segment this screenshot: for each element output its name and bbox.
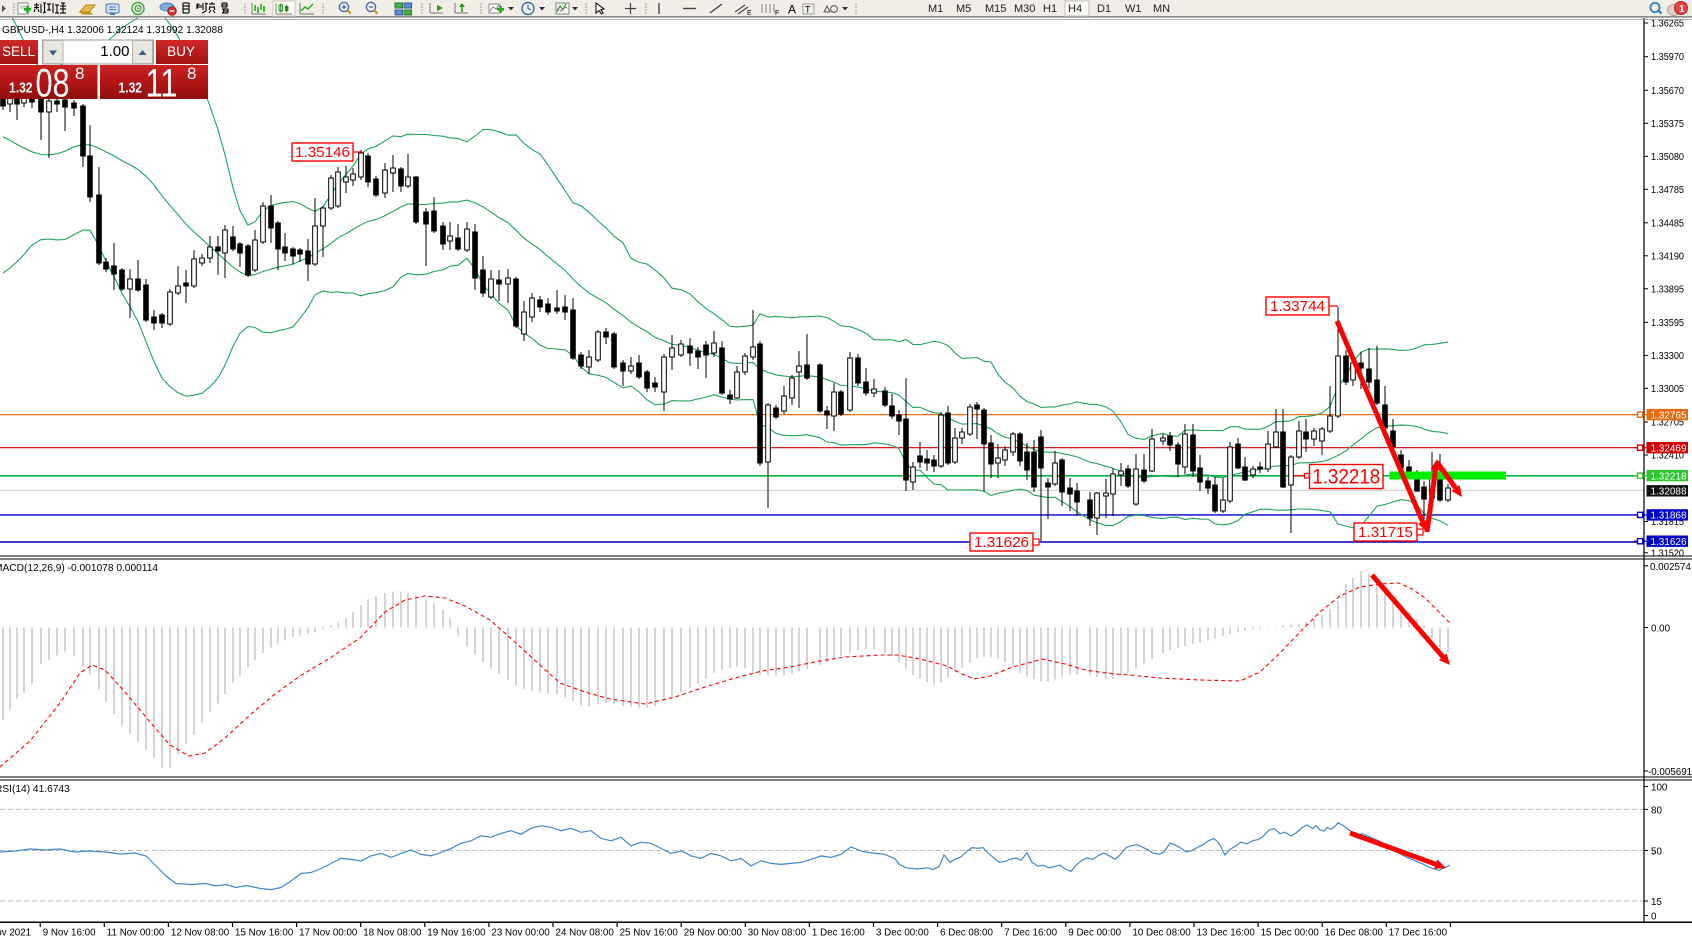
svg-text:8: 8 <box>187 64 196 83</box>
svg-text:1.32218: 1.32218 <box>1312 466 1380 489</box>
svg-text:30 Nov 08:00: 30 Nov 08:00 <box>748 928 807 939</box>
svg-text:11 Nov 00:00: 11 Nov 00:00 <box>107 928 165 939</box>
svg-text:17 Nov 00:00: 17 Nov 00:00 <box>299 928 358 939</box>
svg-text:12 Nov 08:00: 12 Nov 08:00 <box>171 928 230 939</box>
svg-text:18 Nov 08:00: 18 Nov 08:00 <box>363 928 422 939</box>
svg-text:17 Dec 16:00: 17 Dec 16:00 <box>1389 928 1448 939</box>
svg-text:80: 80 <box>1651 806 1662 817</box>
svg-text:GBPUSD-,H4 1.32006 1.32124 1.: GBPUSD-,H4 1.32006 1.32124 1.31992 1.320… <box>2 25 223 36</box>
svg-text:1.31626: 1.31626 <box>974 535 1029 551</box>
svg-text:1.33595: 1.33595 <box>1651 318 1684 329</box>
svg-text:0.002574: 0.002574 <box>1650 562 1691 573</box>
svg-text:08: 08 <box>36 62 70 106</box>
svg-text:15 Dec 00:00: 15 Dec 00:00 <box>1261 928 1320 939</box>
svg-text:1.32088: 1.32088 <box>1651 486 1687 498</box>
svg-text:T: T <box>805 5 811 15</box>
svg-text:7 Dec 16:00: 7 Dec 16:00 <box>1004 928 1057 939</box>
svg-text:1.34785: 1.34785 <box>1651 185 1684 196</box>
svg-text:M30: M30 <box>1014 3 1035 15</box>
svg-text:19 Nov 16:00: 19 Nov 16:00 <box>427 928 486 939</box>
svg-text:1.34485: 1.34485 <box>1651 218 1684 229</box>
svg-text:1.35080: 1.35080 <box>1651 152 1684 163</box>
svg-text:1.31815: 1.31815 <box>1651 517 1684 528</box>
svg-text:1.33300: 1.33300 <box>1651 351 1684 362</box>
svg-text:9 Nov 16:00: 9 Nov 16:00 <box>43 928 96 939</box>
svg-text:23 Nov 00:00: 23 Nov 00:00 <box>491 928 550 939</box>
svg-text:50: 50 <box>1651 847 1662 858</box>
svg-text:15: 15 <box>1651 897 1662 908</box>
svg-text:M15: M15 <box>985 3 1006 15</box>
svg-text:24 Nov 08:00: 24 Nov 08:00 <box>556 928 615 939</box>
svg-text:F: F <box>775 10 779 17</box>
svg-text:BUY: BUY <box>167 44 195 59</box>
svg-text:MACD(12,26,9) -0.001078 0.0001: MACD(12,26,9) -0.001078 0.000114 <box>0 563 158 574</box>
svg-text:16 Dec 08:00: 16 Dec 08:00 <box>1325 928 1384 939</box>
svg-text:25 Nov 16:00: 25 Nov 16:00 <box>620 928 679 939</box>
svg-text:1.35146: 1.35146 <box>295 145 350 161</box>
svg-text:1.32: 1.32 <box>9 81 33 97</box>
svg-text:0.00: 0.00 <box>1651 624 1671 635</box>
svg-text:H4: H4 <box>1068 3 1082 15</box>
svg-text:1.35670: 1.35670 <box>1651 86 1684 97</box>
svg-text:1.36265: 1.36265 <box>1651 19 1684 30</box>
svg-text:0: 0 <box>1651 912 1657 923</box>
svg-text:MN: MN <box>1153 3 1170 15</box>
svg-text:A: A <box>788 3 796 17</box>
svg-text:1.32469: 1.32469 <box>1651 442 1687 454</box>
svg-text:1: 1 <box>1679 4 1685 15</box>
svg-text:E: E <box>747 10 752 17</box>
svg-text:1.32: 1.32 <box>119 81 143 97</box>
svg-text:1.33005: 1.33005 <box>1651 384 1684 395</box>
svg-text:1.31626: 1.31626 <box>1651 536 1687 548</box>
svg-text:1.31520: 1.31520 <box>1651 548 1684 559</box>
svg-text:1.35375: 1.35375 <box>1651 119 1684 130</box>
svg-text:M1: M1 <box>928 3 943 15</box>
svg-text:1.32765: 1.32765 <box>1651 409 1687 421</box>
svg-text:6 Dec 08:00: 6 Dec 08:00 <box>940 928 993 939</box>
svg-text:1.32410: 1.32410 <box>1651 451 1684 462</box>
svg-text:W1: W1 <box>1125 3 1142 15</box>
svg-text:3 Dec 00:00: 3 Dec 00:00 <box>876 928 929 939</box>
svg-text:13 Dec 16:00: 13 Dec 16:00 <box>1197 928 1256 939</box>
svg-text:10 Dec 08:00: 10 Dec 08:00 <box>1132 928 1191 939</box>
svg-text:1.31868: 1.31868 <box>1651 510 1687 522</box>
svg-text:15 Nov 16:00: 15 Nov 16:00 <box>235 928 294 939</box>
svg-text:SELL: SELL <box>2 44 36 59</box>
svg-text:29 Nov 00:00: 29 Nov 00:00 <box>684 928 743 939</box>
svg-text:1.32705: 1.32705 <box>1651 418 1684 429</box>
svg-text:-0.005691: -0.005691 <box>1648 767 1692 778</box>
svg-text:M5: M5 <box>956 3 971 15</box>
svg-text:RSI(14) 41.6743: RSI(14) 41.6743 <box>0 784 70 795</box>
svg-text:H1: H1 <box>1043 3 1057 15</box>
svg-text:100: 100 <box>1651 783 1668 794</box>
svg-text:8: 8 <box>75 64 84 83</box>
svg-text:1.31715: 1.31715 <box>1358 525 1413 541</box>
svg-text:1.33895: 1.33895 <box>1651 284 1684 295</box>
svg-text:11: 11 <box>146 62 178 106</box>
svg-text:8 Nov 2021: 8 Nov 2021 <box>0 928 31 939</box>
svg-text:9 Dec 00:00: 9 Dec 00:00 <box>1068 928 1121 939</box>
svg-text:1.35970: 1.35970 <box>1651 52 1684 63</box>
svg-text:1.34190: 1.34190 <box>1651 251 1684 262</box>
svg-text:1.00: 1.00 <box>100 43 129 60</box>
svg-text:1 Dec 16:00: 1 Dec 16:00 <box>812 928 865 939</box>
svg-text:1.32218: 1.32218 <box>1651 470 1687 482</box>
svg-text:D1: D1 <box>1097 3 1111 15</box>
svg-text:1.33744: 1.33744 <box>1270 299 1325 315</box>
